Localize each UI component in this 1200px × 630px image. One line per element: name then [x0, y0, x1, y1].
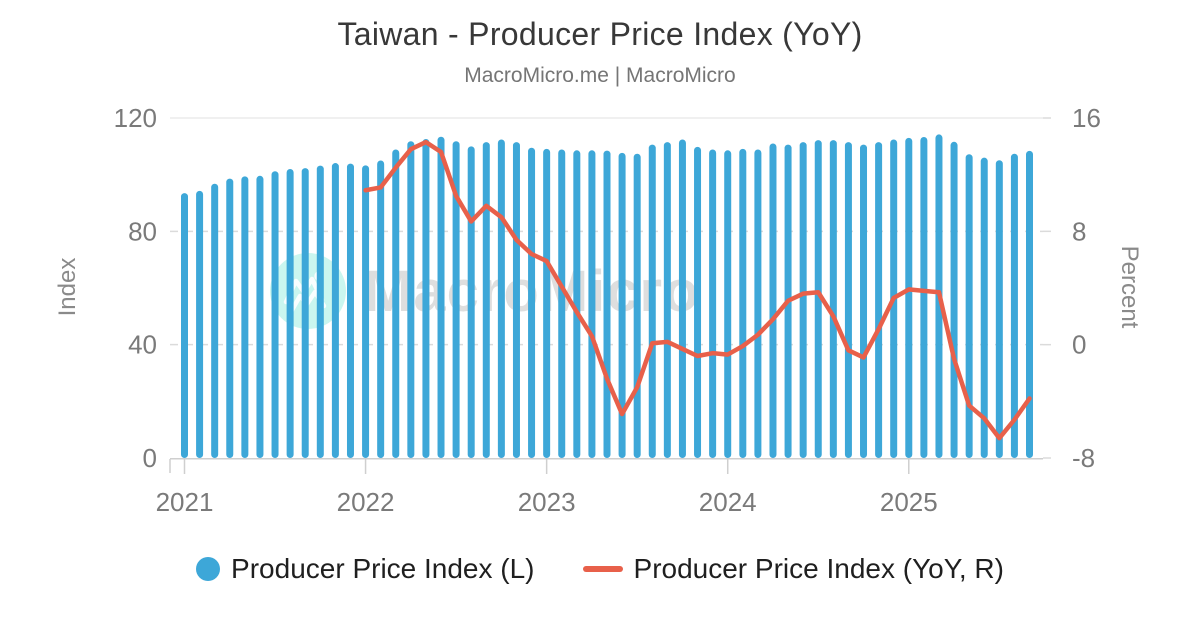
left-axis-tick-label: 0	[143, 443, 157, 473]
bar	[905, 137, 913, 459]
legend-line-marker-icon	[582, 566, 623, 572]
bar	[422, 138, 430, 458]
chart-subtitle: MacroMicro.me | MacroMicro	[464, 64, 736, 87]
bar	[618, 152, 626, 458]
bar	[965, 154, 973, 458]
bar	[678, 139, 686, 459]
right-axis-tick-label: -8	[1072, 443, 1095, 473]
bar	[573, 150, 581, 459]
left-axis-tick-label: 40	[128, 330, 157, 360]
bar	[256, 175, 264, 459]
bar	[196, 190, 204, 459]
x-axis-tick-label: 2022	[337, 487, 395, 517]
legend: Producer Price Index (L) Producer Price …	[0, 545, 1200, 593]
legend-circle-marker-icon	[196, 557, 221, 581]
bar	[497, 139, 505, 459]
legend-item-ppi-yoy[interactable]: Producer Price Index (YoY, R)	[582, 553, 1004, 585]
bar	[995, 160, 1003, 458]
bar	[603, 150, 611, 459]
bar	[1010, 153, 1018, 458]
left-axis-tick-label: 120	[114, 103, 157, 133]
bar	[633, 153, 641, 458]
bar	[814, 140, 822, 458]
x-axis-tick-label: 2023	[518, 487, 576, 517]
bar	[286, 169, 294, 458]
x-axis-tick-label: 2021	[156, 487, 214, 517]
bar	[437, 136, 445, 458]
legend-label-ppi-yoy: Producer Price Index (YoY, R)	[633, 553, 1004, 584]
x-axis-tick-label: 2024	[699, 487, 757, 517]
yoy-line	[363, 139, 1032, 441]
bar	[709, 149, 717, 458]
bar	[512, 142, 520, 459]
bar	[588, 150, 596, 459]
legend-label-ppi: Producer Price Index (L)	[231, 553, 535, 584]
bar	[528, 147, 536, 458]
bar	[875, 142, 883, 459]
bar	[648, 144, 656, 458]
bar	[950, 141, 958, 459]
bar	[980, 157, 988, 458]
bar	[316, 165, 324, 458]
bar	[467, 146, 475, 459]
bar	[226, 178, 234, 458]
bar	[543, 148, 551, 458]
bar	[271, 171, 279, 458]
bar	[694, 146, 702, 458]
bar	[482, 142, 490, 459]
bar	[241, 176, 249, 458]
bar	[769, 143, 777, 458]
bar	[739, 148, 747, 458]
bar	[362, 165, 370, 459]
bar	[844, 142, 852, 459]
bar	[301, 168, 309, 458]
bar	[920, 136, 928, 458]
right-axis-tick-label: 16	[1072, 103, 1101, 133]
bar	[724, 150, 732, 459]
right-axis-tick-label: 8	[1072, 216, 1086, 246]
bar	[754, 149, 762, 458]
bar	[860, 144, 868, 458]
left-axis-tick-label: 80	[128, 216, 157, 246]
bar	[392, 149, 400, 458]
x-axis-tick-label: 2025	[880, 487, 938, 517]
bar	[829, 140, 837, 458]
bar	[181, 193, 188, 459]
bar	[452, 141, 460, 458]
page-title: Taiwan - Producer Price Index (YoY)	[337, 16, 863, 52]
right-axis-tick-label: 0	[1072, 330, 1086, 360]
bar	[558, 149, 566, 458]
bar	[346, 163, 354, 458]
bars-series	[181, 134, 1033, 459]
bar	[663, 142, 671, 459]
bar	[799, 142, 807, 459]
bar	[331, 163, 339, 459]
bar	[407, 141, 415, 458]
bar	[377, 160, 385, 458]
legend-item-ppi[interactable]: Producer Price Index (L)	[196, 553, 535, 585]
bar	[211, 183, 219, 458]
bar	[1026, 150, 1033, 458]
